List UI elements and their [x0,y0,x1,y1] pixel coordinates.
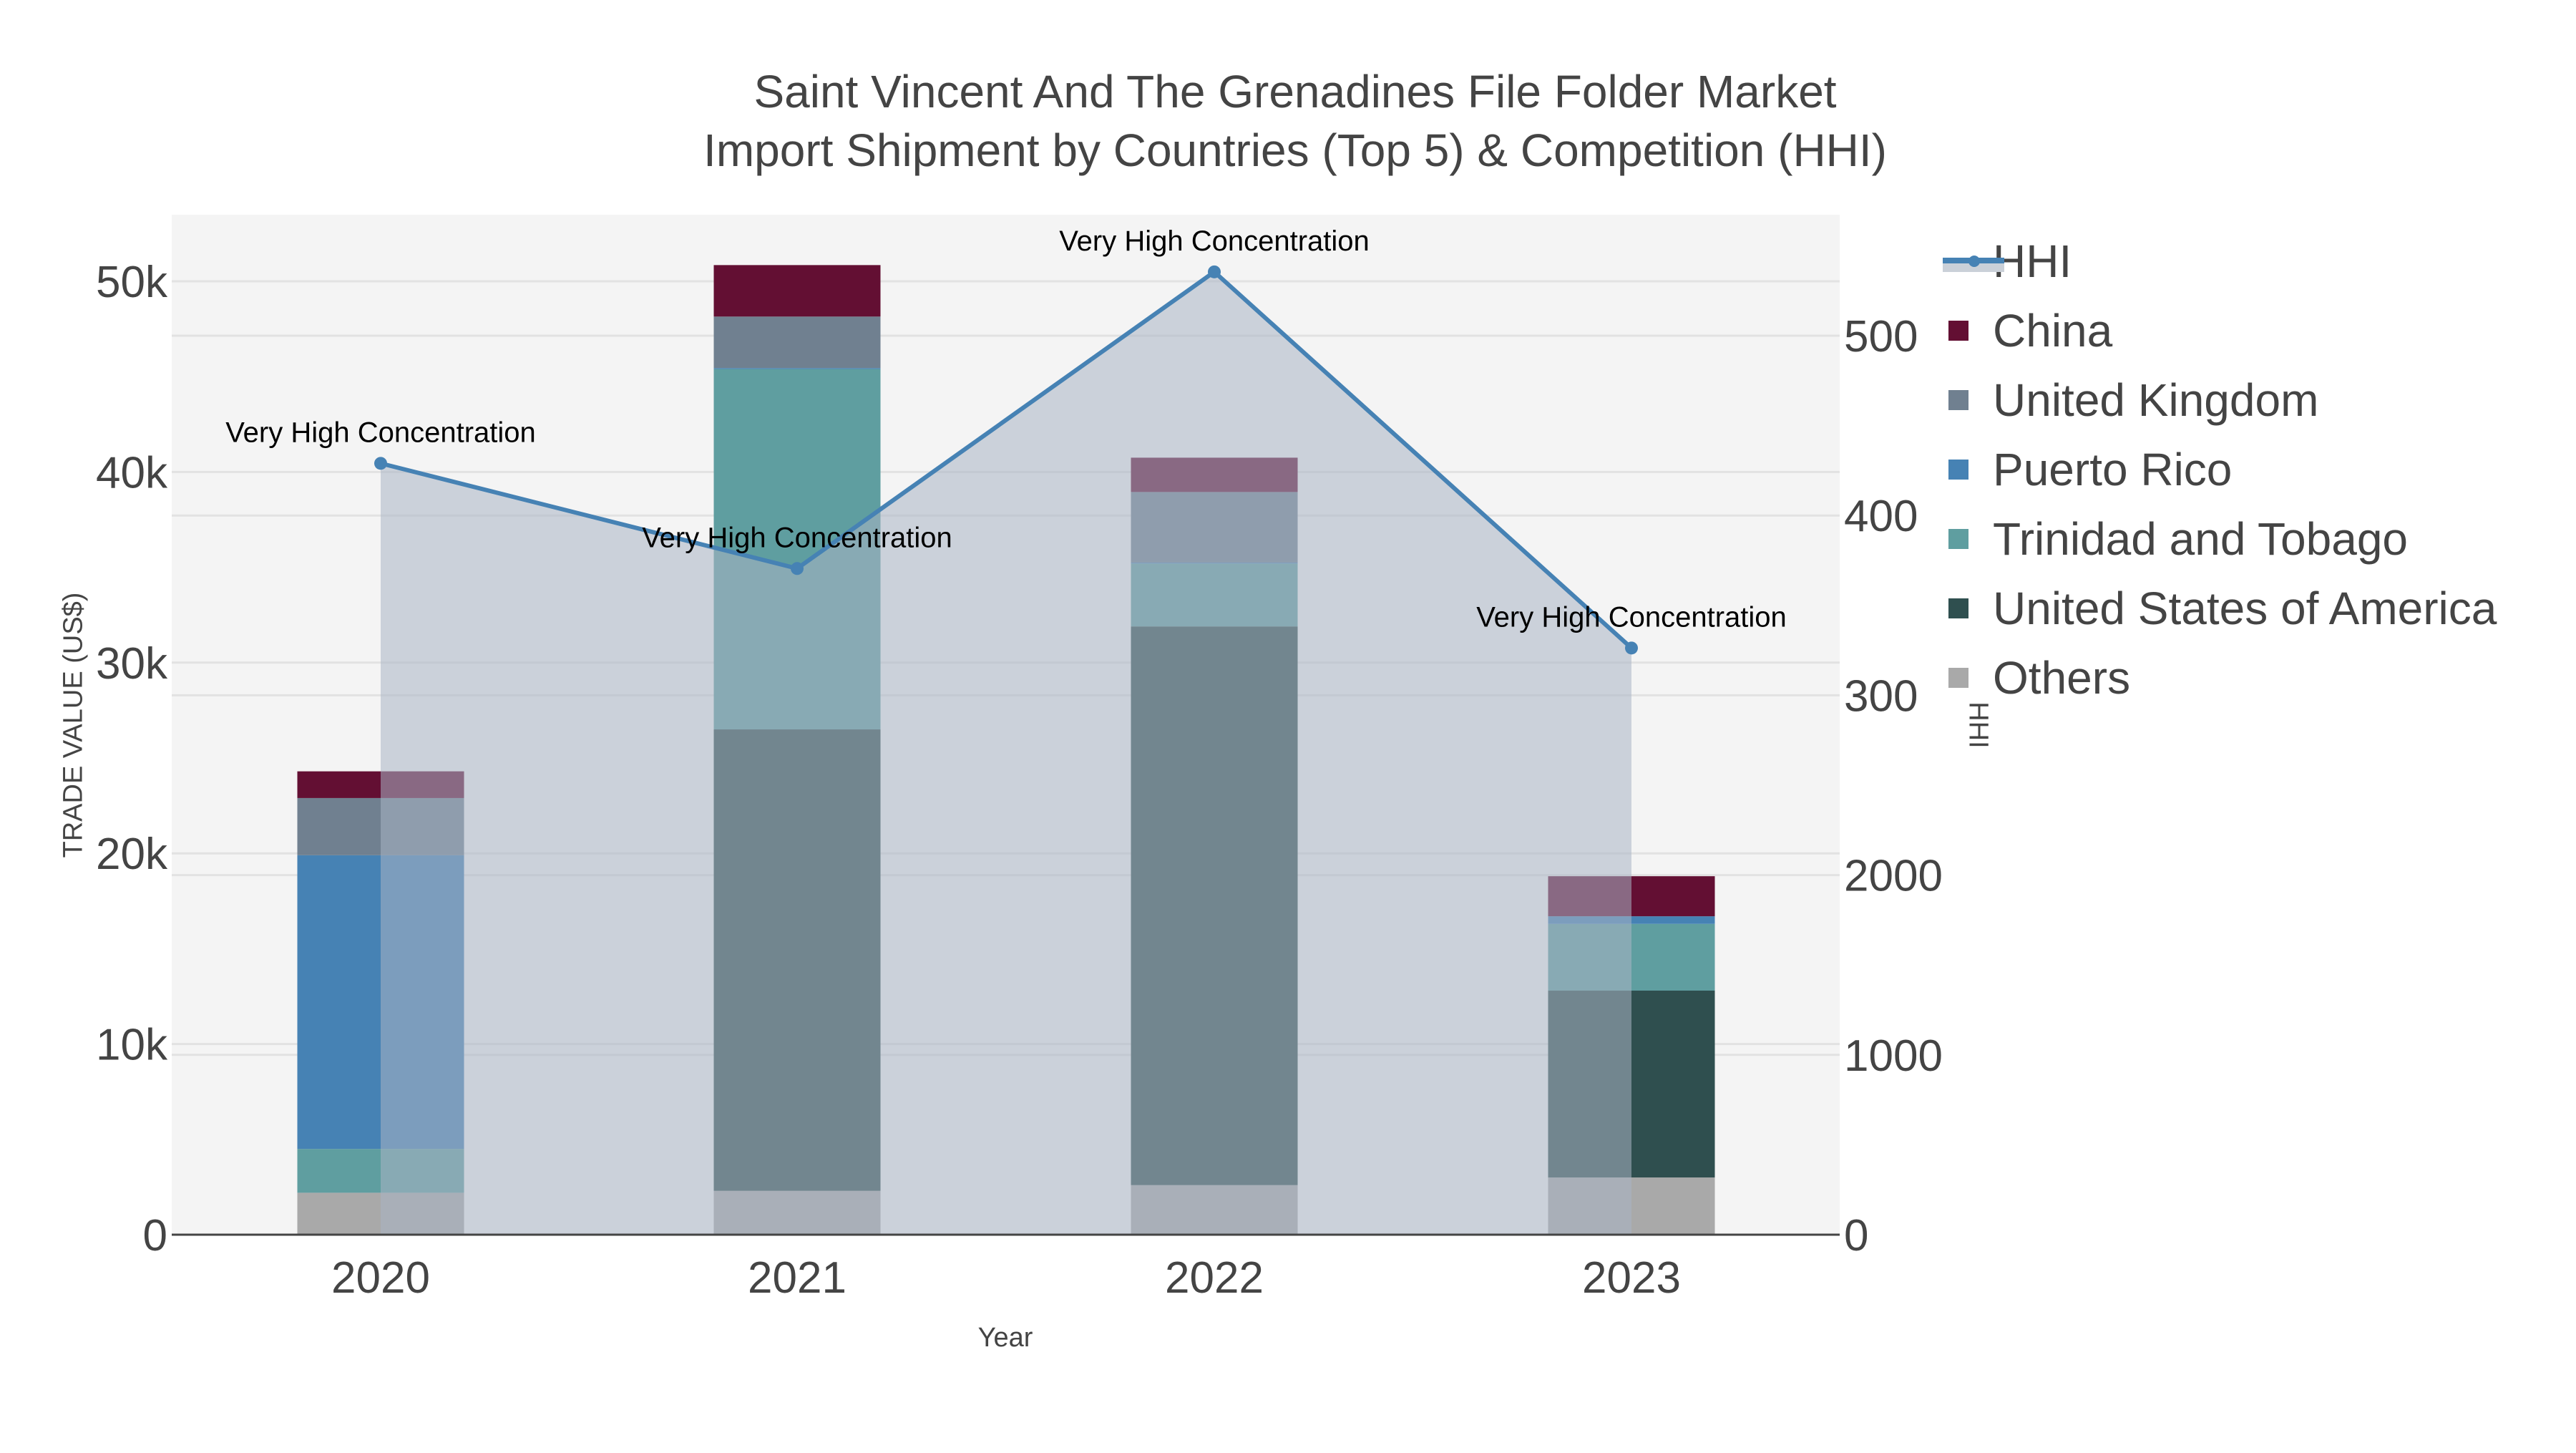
chart-title-line-1: Saint Vincent And The Grenadines File Fo… [753,66,1837,117]
y-axis-title: TRADE VALUE (US$) [58,592,89,858]
y2-tick-label: 0 [1844,1211,1868,1260]
hhi-marker [791,562,804,575]
legend-label: United Kingdom [1993,374,2319,426]
bar-segment [713,316,881,369]
x-tick-label: 2020 [331,1253,430,1303]
concentration-annotation: Very High Concentration [225,417,536,448]
y2-tick-label: 500 [1844,312,1918,361]
hhi-marker [1625,641,1638,655]
y2-tick-label: 2000 [1844,852,1943,901]
y2-tick-label: 300 [1844,671,1918,721]
hhi-line-path [380,268,1634,650]
y-tick-label: 30k [96,639,168,689]
x-axis-title: Year [977,1323,1033,1353]
annotations: Very High Concentration Very High Concent… [225,225,1787,633]
y2-tick-label: 400 [1844,492,1918,541]
y2-axis-title: HHI [1963,701,1994,749]
y-tick-label: 20k [96,830,168,879]
x-tick-label: 2021 [748,1253,847,1303]
legend-label: HHI [1993,235,2072,287]
legend-item-united-kingdom[interactable]: United Kingdom [1943,375,2318,425]
square-swatch-icon [1943,653,2014,703]
legend-item-others[interactable]: Others [1943,653,2130,703]
concentration-annotation: Very High Concentration [642,522,952,553]
bar-segment [713,265,881,317]
square-swatch-icon [1943,375,2014,425]
legend-item-trinidad-and-tobago[interactable]: Trinidad and Tobago [1943,514,2408,564]
legend-label: Trinidad and Tobago [1993,513,2408,565]
concentration-annotation: Very High Concentration [1476,601,1787,633]
x-tick-label: 2022 [1165,1253,1264,1303]
x-tick-label: 2023 [1582,1253,1681,1303]
y-tick-label: 50k [96,258,168,307]
y-tick-label: 40k [96,448,168,497]
legend-label: Others [1993,652,2131,704]
concentration-annotation: Very High Concentration [1059,225,1370,257]
hhi-area [381,271,1631,1235]
square-swatch-icon [1943,306,2014,356]
square-swatch-icon [1943,444,2014,495]
legend-item-puerto-rico[interactable]: Puerto Rico [1943,444,2232,495]
hhi-area-fill [381,271,1631,1235]
y-tick-label: 0 [143,1211,167,1260]
legend-label: China [1993,305,2113,356]
hhi-marker [1208,265,1221,278]
legend-item-united-states-of-america[interactable]: United States of America [1943,583,2497,633]
y2-tick-label: 1000 [1844,1031,1943,1081]
hhi-marker [374,457,387,470]
y-tick-label: 10k [96,1021,168,1070]
legend-item-china[interactable]: China [1943,306,2112,356]
square-swatch-icon [1943,514,2014,564]
hhi-line [374,265,1638,655]
bar-segment [713,368,881,369]
axes: 0 10k 20k 30k 40k 50k 0 1000 2000 300 400 500 2020 20… [96,258,1943,1303]
chart-title-line-2: Import Shipment by Countries (Top 5) & C… [703,125,1887,176]
line-marker-icon [1943,236,2014,286]
legend-item-hhi[interactable]: HHI [1943,236,2072,286]
legend-label: Puerto Rico [1993,444,2233,495]
square-swatch-icon [1943,583,2014,633]
legend-label: United States of America [1993,583,2497,634]
